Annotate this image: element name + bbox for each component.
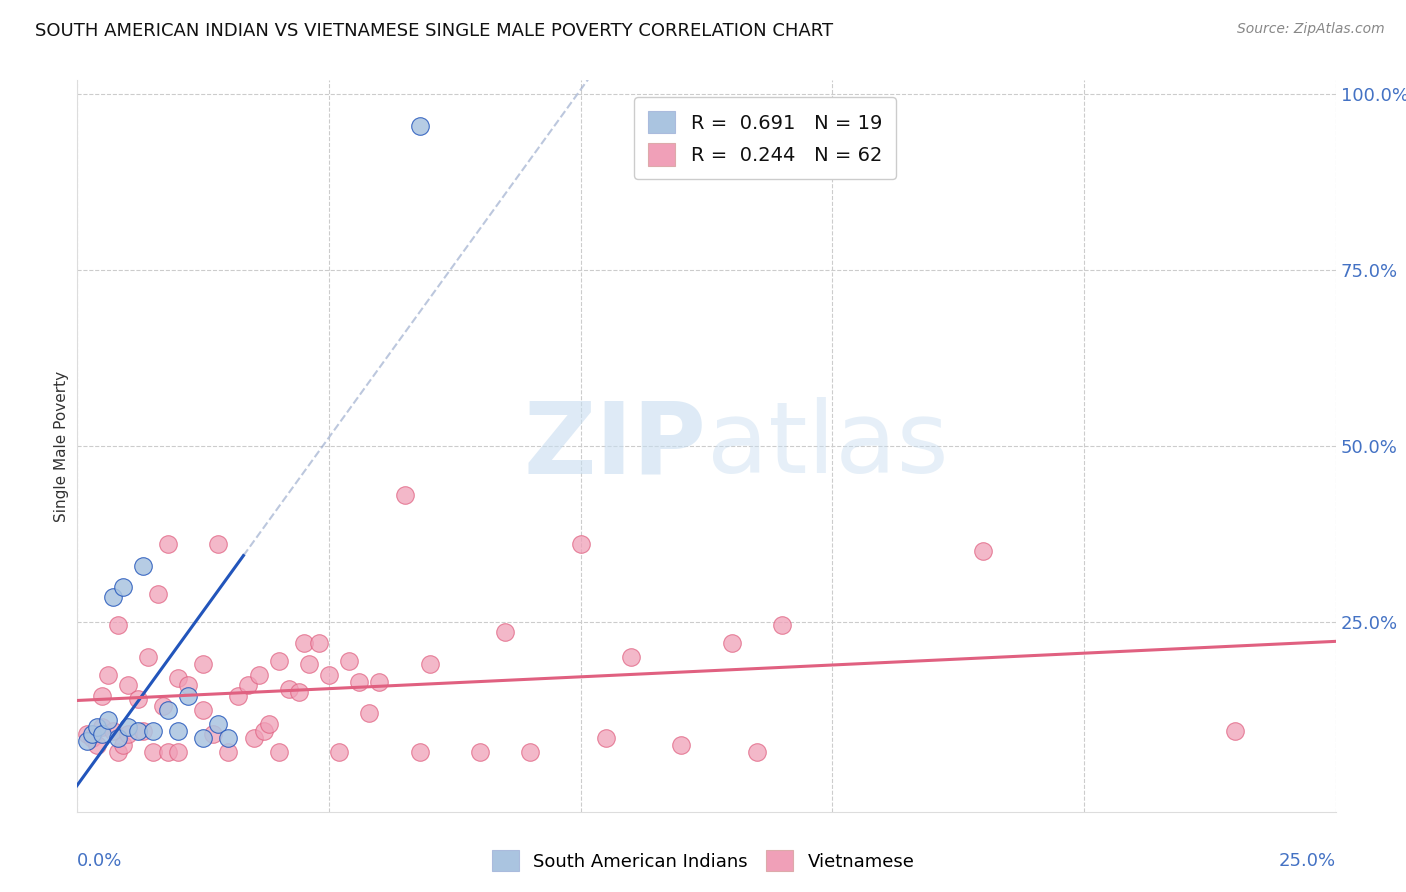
- Point: [177, 678, 200, 692]
- Point: [252, 723, 274, 738]
- Point: [468, 745, 491, 759]
- Point: [86, 720, 108, 734]
- Point: [117, 727, 139, 741]
- Text: Source: ZipAtlas.com: Source: ZipAtlas.com: [1237, 22, 1385, 37]
- Point: [146, 587, 169, 601]
- Point: [91, 689, 114, 703]
- Point: [347, 674, 370, 689]
- Point: [1223, 723, 1246, 738]
- Point: [720, 636, 742, 650]
- Point: [408, 745, 430, 759]
- Point: [136, 650, 159, 665]
- Text: ZIP: ZIP: [523, 398, 707, 494]
- Point: [569, 537, 592, 551]
- Point: [142, 745, 165, 759]
- Text: 0.0%: 0.0%: [77, 852, 122, 870]
- Point: [671, 738, 693, 752]
- Point: [267, 653, 290, 667]
- Point: [394, 488, 416, 502]
- Point: [107, 618, 129, 632]
- Point: [298, 657, 321, 671]
- Point: [91, 727, 114, 741]
- Point: [156, 745, 179, 759]
- Legend: R =  0.691   N = 19, R =  0.244   N = 62: R = 0.691 N = 19, R = 0.244 N = 62: [634, 97, 896, 179]
- Point: [152, 699, 174, 714]
- Point: [96, 714, 118, 728]
- Point: [368, 674, 391, 689]
- Point: [156, 537, 179, 551]
- Point: [228, 689, 250, 703]
- Point: [107, 745, 129, 759]
- Point: [117, 720, 139, 734]
- Point: [288, 685, 311, 699]
- Point: [419, 657, 441, 671]
- Point: [76, 734, 98, 748]
- Legend: South American Indians, Vietnamese: South American Indians, Vietnamese: [485, 843, 921, 879]
- Point: [242, 731, 264, 745]
- Point: [82, 731, 104, 745]
- Point: [207, 716, 229, 731]
- Point: [207, 537, 229, 551]
- Point: [745, 745, 768, 759]
- Point: [191, 657, 215, 671]
- Point: [257, 716, 280, 731]
- Point: [292, 636, 315, 650]
- Text: 25.0%: 25.0%: [1278, 852, 1336, 870]
- Point: [177, 689, 200, 703]
- Point: [408, 119, 430, 133]
- Point: [142, 723, 165, 738]
- Point: [620, 650, 643, 665]
- Point: [167, 671, 190, 685]
- Point: [494, 625, 516, 640]
- Point: [328, 745, 350, 759]
- Point: [277, 681, 299, 696]
- Point: [111, 580, 134, 594]
- Point: [101, 591, 124, 605]
- Point: [247, 667, 270, 681]
- Point: [359, 706, 381, 721]
- Point: [167, 745, 190, 759]
- Point: [127, 723, 149, 738]
- Text: atlas: atlas: [707, 398, 948, 494]
- Point: [91, 720, 114, 734]
- Point: [101, 723, 124, 738]
- Point: [96, 667, 118, 681]
- Y-axis label: Single Male Poverty: Single Male Poverty: [53, 370, 69, 522]
- Point: [76, 727, 98, 741]
- Point: [267, 745, 290, 759]
- Point: [217, 745, 239, 759]
- Point: [86, 738, 108, 752]
- Point: [202, 727, 225, 741]
- Point: [770, 618, 793, 632]
- Point: [167, 723, 190, 738]
- Point: [117, 678, 139, 692]
- Text: SOUTH AMERICAN INDIAN VS VIETNAMESE SINGLE MALE POVERTY CORRELATION CHART: SOUTH AMERICAN INDIAN VS VIETNAMESE SING…: [35, 22, 834, 40]
- Point: [107, 731, 129, 745]
- Point: [595, 731, 617, 745]
- Point: [972, 544, 994, 558]
- Point: [217, 731, 239, 745]
- Point: [156, 703, 179, 717]
- Point: [337, 653, 360, 667]
- Point: [308, 636, 330, 650]
- Point: [111, 738, 134, 752]
- Point: [132, 723, 155, 738]
- Point: [191, 731, 215, 745]
- Point: [238, 678, 260, 692]
- Point: [127, 692, 149, 706]
- Point: [132, 558, 155, 573]
- Point: [318, 667, 340, 681]
- Point: [519, 745, 541, 759]
- Point: [82, 727, 104, 741]
- Point: [191, 703, 215, 717]
